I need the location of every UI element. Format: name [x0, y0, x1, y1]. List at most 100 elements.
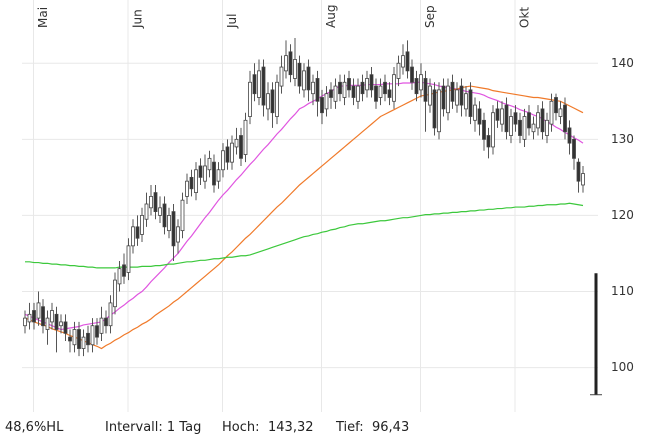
candle-body: [513, 112, 518, 125]
candle-body: [32, 310, 36, 323]
candle-body: [432, 89, 437, 129]
candle-body: [405, 51, 410, 72]
candle-body: [144, 203, 149, 220]
candle-body: [252, 74, 257, 95]
candle-body: [333, 85, 338, 102]
hl-label: 48,6%HL: [5, 420, 64, 435]
candle-body: [122, 264, 126, 277]
candle-body: [113, 279, 117, 308]
candle-body: [315, 78, 320, 102]
candle-body: [36, 302, 41, 319]
candle-body: [167, 215, 171, 232]
candle-body: [171, 211, 176, 247]
candle-body: [185, 180, 189, 197]
candle-body: [473, 104, 477, 121]
candle-body: [108, 302, 113, 327]
candle-body: [194, 169, 198, 193]
candle-body: [342, 81, 347, 98]
candle-body: [572, 138, 576, 159]
candle-body: [77, 329, 81, 349]
candle-body: [180, 199, 185, 232]
candle-body: [545, 119, 549, 136]
candle-body: [558, 108, 563, 117]
high-label: Hoch:: [222, 420, 260, 435]
y-tick-label: 110: [611, 284, 634, 298]
moving-average: [24, 85, 584, 350]
x-tick-label: Jul: [225, 14, 239, 29]
high-value: 143,32: [268, 420, 314, 435]
candle-body: [68, 336, 72, 342]
candle-body: [563, 104, 567, 133]
candle-body: [221, 150, 225, 171]
candle-body: [410, 66, 414, 83]
candle-body: [54, 313, 59, 330]
candle-body: [446, 85, 450, 114]
candle-body: [392, 74, 396, 102]
candle-body: [423, 78, 428, 102]
candle-body: [261, 66, 266, 106]
candle-body: [329, 89, 333, 98]
candle-body: [320, 97, 324, 114]
candle-body: [356, 85, 360, 102]
x-tick-label: Aug: [324, 5, 338, 28]
candle-body: [576, 161, 581, 182]
candle-body: [522, 116, 527, 140]
x-tick-label: Mai: [36, 7, 50, 28]
candle-body: [149, 195, 153, 209]
candle-body: [99, 317, 104, 334]
candle-body: [158, 207, 162, 216]
candle-body: [243, 119, 248, 155]
low-label: Tief:: [336, 420, 364, 435]
moving-average: [25, 202, 584, 269]
candle-body: [162, 203, 167, 228]
candle-body: [491, 112, 495, 148]
candle-body: [441, 85, 446, 110]
candle-body: [279, 66, 284, 87]
candle-body: [153, 192, 158, 213]
candle-body: [248, 81, 252, 117]
chart: 100 110 120 130 140 Mai Jun Jul Aug Sep Okt: [22, 0, 634, 412]
candle-body: [72, 329, 77, 346]
candle-body: [531, 123, 536, 133]
candle-body: [500, 108, 504, 125]
candle-body: [369, 74, 374, 91]
y-tick-label: 140: [611, 56, 634, 70]
candle-body: [374, 85, 378, 102]
candle-body: [540, 108, 545, 133]
y-tick-label: 130: [611, 132, 634, 146]
candle-body: [509, 116, 513, 136]
candle-body: [459, 85, 464, 106]
candle-body: [527, 112, 531, 129]
candle-body: [63, 321, 68, 334]
candle-body: [59, 321, 63, 327]
candle-body: [266, 93, 270, 110]
candle-body: [365, 78, 369, 91]
candle-body: [95, 325, 99, 338]
candle-body: [450, 81, 455, 102]
candle-body: [189, 176, 194, 190]
candle-body: [554, 97, 558, 114]
candle-body: [27, 313, 32, 323]
candle-body: [275, 81, 279, 117]
candle-body: [338, 81, 342, 95]
candle-body: [212, 161, 216, 186]
candle-body: [50, 310, 54, 323]
candle-body: [117, 268, 122, 285]
candle-body: [428, 85, 432, 106]
candle-body: [360, 81, 365, 95]
candle-body: [455, 89, 459, 106]
candle-body: [378, 85, 383, 98]
candle-body: [536, 112, 540, 129]
candle-body: [311, 81, 315, 95]
candle-body: [518, 119, 522, 136]
candle-body: [347, 78, 351, 91]
candle-body: [135, 226, 140, 239]
y-tick-label: 100: [611, 360, 634, 374]
candle-body: [81, 336, 86, 349]
candle-body: [396, 62, 401, 79]
candle-body: [567, 127, 572, 144]
moving-average: [24, 81, 584, 331]
candle-body: [225, 146, 230, 163]
candle-body: [198, 165, 203, 178]
candle-body: [140, 215, 144, 235]
